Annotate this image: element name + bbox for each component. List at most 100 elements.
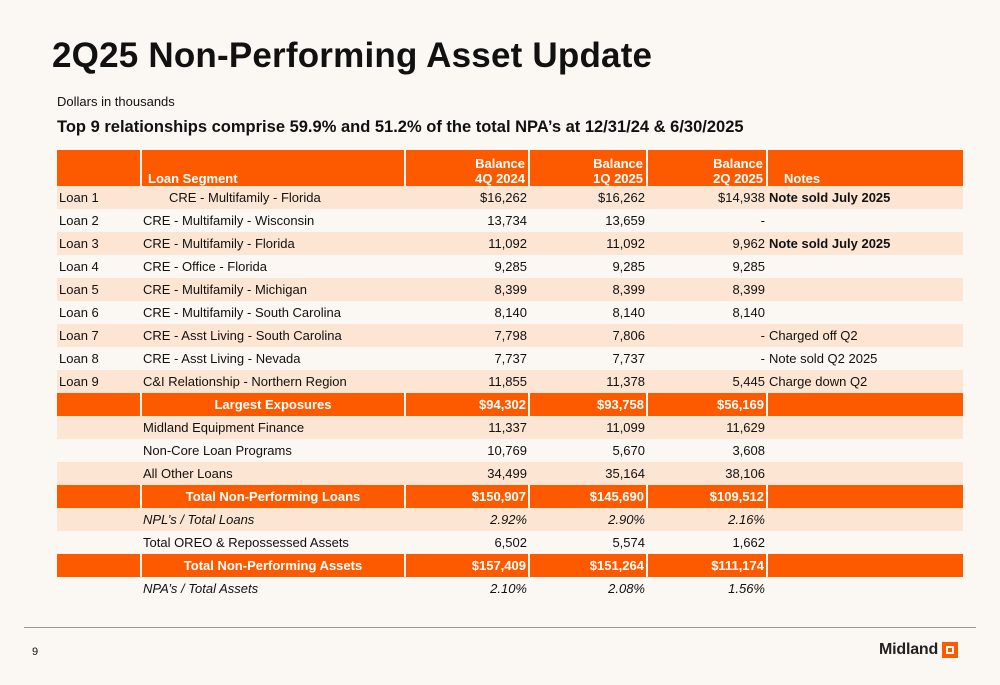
table-row-non-core: Non-Core Loan Programs 10,769 5,670 3,60… xyxy=(57,439,963,462)
empty-cell xyxy=(57,531,141,554)
header-balance-4q2024-line1: Balance xyxy=(475,156,525,171)
empty-cell xyxy=(57,485,141,508)
loan-segment: CRE - Multifamily - South Carolina xyxy=(143,305,341,320)
empty-cell xyxy=(57,439,141,462)
empty-cell xyxy=(767,462,963,485)
ratio-label: NPA’s / Total Assets xyxy=(143,581,259,596)
balance-1q2025: 11,099 xyxy=(606,420,645,435)
balance-1q2025: $16,262 xyxy=(598,190,645,205)
balance-4q2024: 6,502 xyxy=(494,535,527,550)
total-label: Total Non-Performing Loans xyxy=(140,485,405,508)
table-header-row: Loan Segment Balance 4Q 2024 Balance 1Q … xyxy=(57,150,963,186)
balance-1q2025: 13,659 xyxy=(605,213,645,228)
loan-note: Charged off Q2 xyxy=(769,328,858,343)
table-row-npa-ratio: NPA’s / Total Assets 2.10% 2.08% 1.56% xyxy=(57,577,963,600)
empty-cell xyxy=(767,531,963,554)
header-balance-2q2025-line2: 2Q 2025 xyxy=(713,171,763,186)
empty-cell xyxy=(57,577,141,600)
table-row-loan-3: Loan 3 CRE - Multifamily - Florida 11,09… xyxy=(57,232,963,255)
loan-note: Note sold July 2025 xyxy=(769,236,891,251)
balance-1q2025: 7,806 xyxy=(612,328,645,343)
loan-id: Loan 2 xyxy=(59,213,99,228)
table-row-loan-1: Loan 1 CRE - Multifamily - Florida $16,2… xyxy=(57,186,963,209)
balance-4q2024: $157,409 xyxy=(404,554,529,577)
table-row-loan-8: Loan 8 CRE - Asst Living - Nevada 7,737 … xyxy=(57,347,963,370)
total-label: Largest Exposures xyxy=(140,393,405,416)
npa-table: Loan Segment Balance 4Q 2024 Balance 1Q … xyxy=(57,150,963,600)
loan-id: Loan 9 xyxy=(59,374,99,389)
loan-segment: CRE - Office - Florida xyxy=(143,259,268,274)
loan-segment: C&I Relationship - Northern Region xyxy=(143,374,347,389)
balance-2q2025: 3,608 xyxy=(732,443,765,458)
balance-1q2025: $93,758 xyxy=(528,393,647,416)
loan-note: Charge down Q2 xyxy=(769,374,868,389)
balance-2q2025: 11,629 xyxy=(726,420,765,435)
balance-2q2025: 8,140 xyxy=(732,305,765,320)
balance-4q2024: $94,302 xyxy=(404,393,529,416)
table-row-all-other: All Other Loans 34,499 35,164 38,106 xyxy=(57,462,963,485)
loan-note xyxy=(767,209,963,232)
loan-id: Loan 7 xyxy=(59,328,99,343)
loan-segment: Non-Core Loan Programs xyxy=(143,443,292,458)
empty-cell xyxy=(57,462,141,485)
logo-text: Midland xyxy=(879,641,939,658)
balance-2q2025: $111,174 xyxy=(646,554,767,577)
loan-segment: CRE - Multifamily - Florida xyxy=(143,236,295,251)
loan-id: Loan 8 xyxy=(59,351,99,366)
loan-id: Loan 6 xyxy=(59,305,99,320)
balance-2q2025: 1,662 xyxy=(732,535,765,550)
header-balance-1q2025-line1: Balance xyxy=(593,156,643,171)
balance-1q2025: 5,670 xyxy=(612,443,645,458)
balance-2q2025: 38,106 xyxy=(725,466,765,481)
loan-id: Loan 3 xyxy=(59,236,99,251)
ratio-label: NPL’s / Total Loans xyxy=(143,512,255,527)
balance-4q2024: 7,798 xyxy=(494,328,527,343)
table-row-oreo: Total OREO & Repossessed Assets 6,502 5,… xyxy=(57,531,963,554)
loan-note: Note sold July 2025 xyxy=(769,190,891,205)
balance-4q2024: 34,499 xyxy=(487,466,527,481)
total-label: Total Non-Performing Assets xyxy=(140,554,405,577)
loan-note xyxy=(767,301,963,324)
table-row-loan-9: Loan 9 C&I Relationship - Northern Regio… xyxy=(57,370,963,393)
balance-1q2025: 9,285 xyxy=(612,259,645,274)
empty-cell xyxy=(767,439,963,462)
header-balance-1q2025-line2: 1Q 2025 xyxy=(593,171,643,186)
page-title: 2Q25 Non-Performing Asset Update xyxy=(52,36,653,75)
logo-square-icon xyxy=(942,642,959,658)
balance-4q2024: 10,769 xyxy=(487,443,527,458)
ratio-2q2025: 1.56% xyxy=(728,581,765,596)
loan-note xyxy=(767,255,963,278)
table-row-total-npl: Total Non-Performing Loans $150,907 $145… xyxy=(57,485,963,508)
balance-4q2024: 13,734 xyxy=(487,213,527,228)
balance-4q2024: $16,262 xyxy=(480,190,527,205)
table-row-loan-7: Loan 7 CRE - Asst Living - South Carolin… xyxy=(57,324,963,347)
balance-2q2025: - xyxy=(760,328,765,343)
empty-cell xyxy=(57,554,141,577)
balance-1q2025: 8,399 xyxy=(612,282,645,297)
loan-id: Loan 4 xyxy=(59,259,99,274)
balance-1q2025: 11,378 xyxy=(606,374,645,389)
empty-cell xyxy=(767,416,963,439)
loan-segment: CRE - Asst Living - Nevada xyxy=(143,351,301,366)
table-row-loan-5: Loan 5 CRE - Multifamily - Michigan 8,39… xyxy=(57,278,963,301)
units-note: Dollars in thousands xyxy=(57,94,175,109)
balance-2q2025: $56,169 xyxy=(646,393,767,416)
balance-1q2025: 11,092 xyxy=(606,236,645,251)
table-row-loan-2: Loan 2 CRE - Multifamily - Wisconsin 13,… xyxy=(57,209,963,232)
empty-cell xyxy=(767,577,963,600)
balance-2q2025: 9,285 xyxy=(732,259,765,274)
table-row-total-npa: Total Non-Performing Assets $157,409 $15… xyxy=(57,554,963,577)
empty-cell xyxy=(767,508,963,531)
loan-segment: Total OREO & Repossessed Assets xyxy=(143,535,349,550)
empty-cell xyxy=(766,485,963,508)
loan-segment: All Other Loans xyxy=(143,466,233,481)
ratio-2q2025: 2.16% xyxy=(728,512,765,527)
loan-segment: CRE - Asst Living - South Carolina xyxy=(143,328,342,343)
header-balance-2q2025-line1: Balance xyxy=(713,156,763,171)
table-row-loan-6: Loan 6 CRE - Multifamily - South Carolin… xyxy=(57,301,963,324)
balance-4q2024: 8,140 xyxy=(494,305,527,320)
balance-4q2024: 11,092 xyxy=(488,236,527,251)
loan-id: Loan 5 xyxy=(59,282,99,297)
balance-4q2024: $150,907 xyxy=(404,485,529,508)
loan-segment: CRE - Multifamily - Florida xyxy=(169,190,321,205)
